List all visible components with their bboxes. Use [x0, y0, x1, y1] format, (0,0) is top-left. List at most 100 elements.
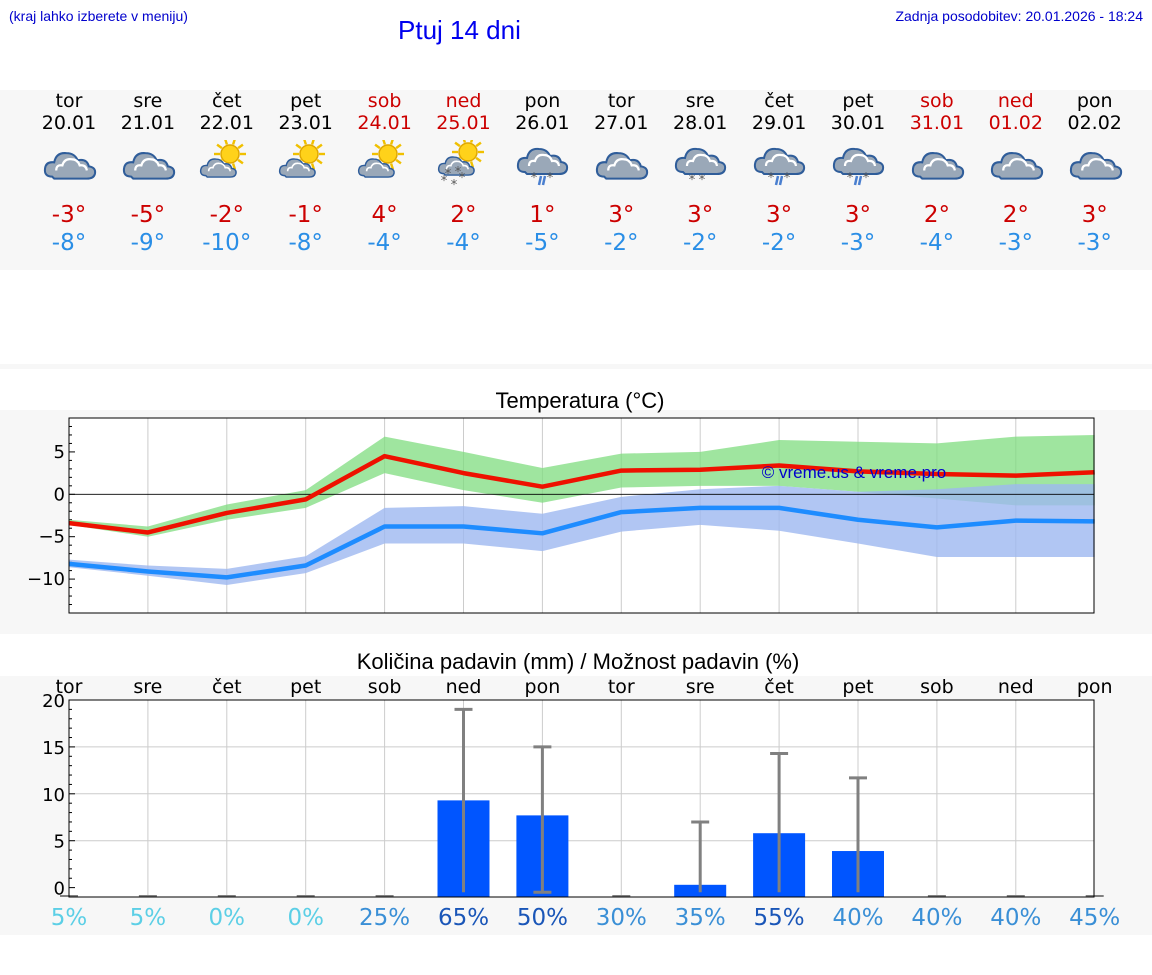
sleet-icon: * * [832, 147, 885, 186]
temp-max: 4° [371, 202, 398, 228]
partly-sunny-icon [199, 140, 246, 178]
temp-y-tick-label: −10 [27, 569, 65, 590]
svg-text:*: * [450, 178, 457, 192]
forecast-day: čet 22.01 -2° -10° [187, 90, 267, 257]
day-name: sob [367, 90, 402, 112]
last-update: Zadnja posodobitev: 20.01.2026 - 18:24 [895, 8, 1143, 24]
forecast-day: tor 27.01 3° -2° [581, 90, 661, 257]
precip-chance-label: 55% [753, 905, 805, 931]
partly-sunny-icon [357, 140, 404, 178]
precip-y-tick-label: 5 [54, 832, 65, 853]
day-name: tor [607, 90, 635, 112]
day-date: 26.01 [515, 112, 570, 134]
temp-min: -3° [1077, 230, 1112, 256]
day-name: sre [685, 90, 715, 112]
temp-min: -8° [288, 230, 323, 256]
day-date: 01.02 [988, 112, 1043, 134]
temp-max: 3° [844, 202, 872, 228]
temp-min: -2° [761, 230, 797, 256]
precip-chance-label: 65% [437, 905, 490, 931]
precip-chance-label: 30% [595, 905, 647, 931]
day-date: 21.01 [120, 112, 176, 134]
sleet-icon: * * [753, 147, 806, 186]
watermark: © vreme.us & vreme.pro [762, 463, 946, 482]
precip-y-tick-label: 0 [54, 879, 65, 900]
precip-day-label: pon [524, 676, 561, 698]
svg-text:*: * [699, 173, 706, 188]
precip-day-label: sob [367, 676, 402, 698]
day-name: čet [212, 90, 242, 112]
day-date: 28.01 [672, 112, 728, 134]
precip-chance-label: 40% [911, 905, 963, 931]
day-date: 02.02 [1067, 112, 1122, 134]
precip-chart-title: Količina padavin (mm) / Možnost padavin … [356, 649, 800, 674]
temp-min: -3° [998, 230, 1034, 256]
temp-max: 2° [1002, 202, 1029, 228]
precip-chance-label: 40% [990, 905, 1042, 931]
precip-chance-label: 0% [287, 905, 324, 931]
forecast-day: sob 24.01 4° -4° [345, 90, 425, 257]
temp-min: -4° [367, 230, 402, 256]
precip-chance-label: 5% [50, 905, 88, 931]
snow-icon: * * [675, 147, 727, 188]
svg-text:*: * [784, 171, 791, 186]
cloudy-icon [1069, 152, 1122, 180]
precip-day-label: ned [997, 676, 1034, 698]
precip-chance-label: 45% [1069, 905, 1121, 931]
day-date: 29.01 [751, 112, 807, 134]
day-date: 22.01 [199, 112, 254, 134]
temp-max: -5° [130, 202, 166, 228]
day-date: 25.01 [436, 112, 491, 134]
temp-max-range-band [69, 434, 1095, 537]
temp-max: 3° [766, 202, 793, 228]
temp-max: 3° [608, 202, 635, 228]
temp-max: -1° [288, 202, 323, 228]
precip-day-label: ned [445, 676, 482, 698]
precip-day-label: čet [212, 676, 242, 698]
precip-day-label: sre [133, 676, 163, 698]
svg-text:*: * [454, 165, 461, 180]
svg-text:*: * [458, 171, 465, 186]
day-date: 20.01 [41, 112, 97, 134]
sun-snow-icon: * * *** [437, 140, 484, 192]
temp-min-range-band [69, 484, 1095, 586]
svg-text:*: * [547, 171, 554, 186]
day-date: 23.01 [278, 112, 333, 134]
cloudy-icon [990, 152, 1043, 180]
day-name: sre [133, 90, 163, 112]
precip-day-label: sob [920, 676, 954, 698]
precip-y-tick-label: 10 [42, 785, 65, 806]
day-name: ned [445, 90, 482, 112]
temp-max: -3° [51, 202, 87, 228]
precip-day-label: pet [842, 676, 874, 698]
precip-plot-frame [68, 699, 1095, 898]
cloudy-icon [122, 152, 176, 180]
precip-day-label: pon [1076, 676, 1113, 698]
temp-max: 2° [923, 202, 950, 228]
temp-min: -9° [130, 230, 166, 256]
temp-max: -2° [209, 202, 245, 228]
forecast-day: pet 30.01 * * 3° -3° [818, 90, 898, 257]
temp-plot-frame [68, 417, 1095, 614]
forecast-day: sre 28.01 * * 3° -2° [660, 90, 740, 257]
temp-y-tick-label: 5 [54, 442, 65, 463]
forecast-day: sre 21.01 -5° -9° [108, 90, 188, 257]
forecast-day: pon 26.01 * * 1° -5° [502, 90, 582, 257]
sleet-icon: * * [517, 147, 569, 186]
forecast-day: pon 02.02 3° -3° [1055, 90, 1135, 257]
precip-y-tick-label: 15 [42, 738, 65, 759]
temp-max-line [68, 453, 1095, 535]
svg-text:*: * [531, 171, 538, 186]
temp-max: 3° [1081, 202, 1108, 228]
temp-min: -8° [51, 230, 87, 256]
svg-text:*: * [440, 174, 447, 189]
day-name: pet [842, 90, 874, 112]
forecast-day: pet 23.01 -1° -8° [266, 90, 346, 257]
temp-min: -2° [604, 230, 639, 256]
page-title: Ptuj 14 dni [398, 15, 521, 45]
day-name: ned [997, 90, 1034, 112]
separator [0, 364, 1152, 369]
forecast-day: čet 29.01 * * 3° -2° [739, 90, 819, 257]
day-name: pet [290, 90, 322, 112]
forecast-strip-bg [0, 90, 1152, 270]
